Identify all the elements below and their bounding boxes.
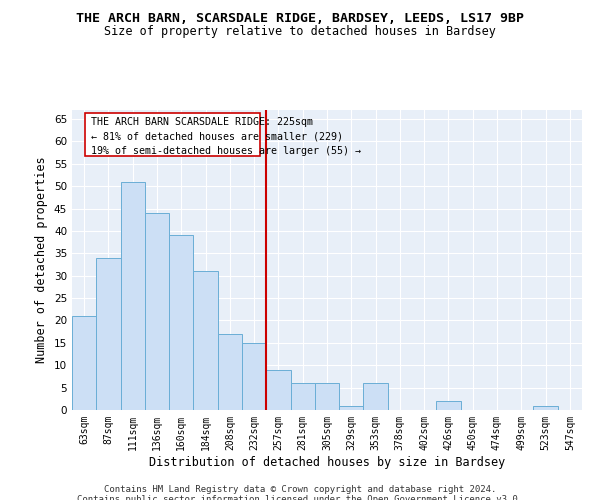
Text: Size of property relative to detached houses in Bardsey: Size of property relative to detached ho… xyxy=(104,25,496,38)
Bar xyxy=(72,316,96,410)
Text: THE ARCH BARN, SCARSDALE RIDGE, BARDSEY, LEEDS, LS17 9BP: THE ARCH BARN, SCARSDALE RIDGE, BARDSEY,… xyxy=(76,12,524,26)
Bar xyxy=(339,406,364,410)
X-axis label: Distribution of detached houses by size in Bardsey: Distribution of detached houses by size … xyxy=(149,456,505,468)
Bar xyxy=(533,406,558,410)
Y-axis label: Number of detached properties: Number of detached properties xyxy=(35,156,49,364)
Bar xyxy=(145,213,169,410)
Text: Contains HM Land Registry data © Crown copyright and database right 2024.: Contains HM Land Registry data © Crown c… xyxy=(104,485,496,494)
Text: Contains public sector information licensed under the Open Government Licence v3: Contains public sector information licen… xyxy=(77,495,523,500)
Text: THE ARCH BARN SCARSDALE RIDGE: 225sqm
← 81% of detached houses are smaller (229): THE ARCH BARN SCARSDALE RIDGE: 225sqm ← … xyxy=(91,116,361,156)
Bar xyxy=(315,383,339,410)
Bar xyxy=(290,383,315,410)
Bar xyxy=(266,370,290,410)
Bar xyxy=(121,182,145,410)
Bar xyxy=(193,271,218,410)
Bar xyxy=(242,343,266,410)
Bar xyxy=(169,236,193,410)
Bar xyxy=(436,401,461,410)
Bar xyxy=(364,383,388,410)
Bar xyxy=(96,258,121,410)
Bar xyxy=(218,334,242,410)
Bar xyxy=(85,113,260,156)
